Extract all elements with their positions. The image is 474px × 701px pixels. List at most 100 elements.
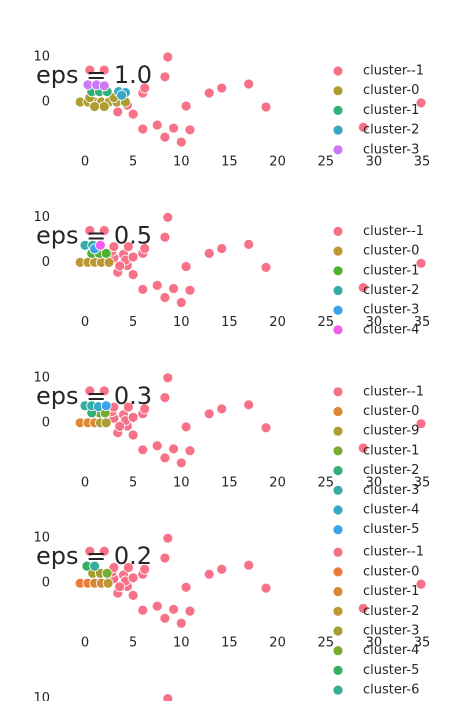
legend-marker bbox=[332, 124, 344, 136]
legend-label: cluster--1 bbox=[363, 224, 424, 239]
legend-label: cluster-3 bbox=[363, 483, 419, 498]
legend-label: cluster-4 bbox=[363, 503, 419, 518]
x-tick-label: 25 bbox=[317, 475, 334, 490]
x-tick-label: 20 bbox=[269, 315, 286, 330]
point bbox=[162, 211, 174, 223]
legend-marker bbox=[332, 386, 344, 398]
point bbox=[127, 251, 139, 263]
x-tick-label: 35 bbox=[414, 636, 431, 651]
legend-marker bbox=[332, 265, 344, 277]
point bbox=[357, 121, 369, 133]
point bbox=[127, 429, 139, 441]
point bbox=[260, 422, 272, 434]
point bbox=[243, 78, 255, 90]
legend-marker bbox=[332, 425, 344, 437]
x-tick-label: 25 bbox=[317, 155, 334, 170]
point bbox=[89, 560, 101, 572]
y-tick-label: 10 bbox=[33, 531, 50, 546]
legend-label: cluster-0 bbox=[363, 564, 419, 579]
x-tick-label: 20 bbox=[269, 475, 286, 490]
point bbox=[159, 612, 171, 624]
x-tick-label: 15 bbox=[221, 155, 238, 170]
x-tick-label: 0 bbox=[81, 636, 89, 651]
y-tick-label: 0 bbox=[42, 95, 50, 110]
point bbox=[415, 257, 427, 269]
legend-label: cluster-4 bbox=[363, 322, 419, 337]
legend-label: cluster-4 bbox=[363, 643, 419, 658]
x-tick-label: 20 bbox=[269, 155, 286, 170]
point bbox=[108, 241, 120, 253]
legend-marker bbox=[332, 304, 344, 316]
point bbox=[175, 617, 187, 629]
y-tick-label: 10 bbox=[33, 210, 50, 225]
point bbox=[114, 260, 126, 272]
point bbox=[162, 372, 174, 384]
point bbox=[357, 603, 369, 614]
point bbox=[175, 457, 187, 469]
legend-marker bbox=[332, 586, 344, 597]
legend-label: cluster-6 bbox=[363, 683, 419, 698]
point bbox=[203, 87, 215, 99]
point bbox=[162, 532, 174, 544]
point bbox=[122, 241, 134, 253]
point bbox=[159, 231, 171, 243]
legend-label: cluster-2 bbox=[363, 604, 419, 619]
legend-marker bbox=[332, 65, 344, 77]
point bbox=[162, 693, 174, 701]
x-tick-label: 10 bbox=[173, 155, 190, 170]
point bbox=[127, 589, 139, 601]
point bbox=[415, 578, 427, 590]
chart-title: eps = 0.5 bbox=[36, 221, 152, 249]
point bbox=[216, 82, 228, 94]
point bbox=[84, 64, 96, 76]
x-tick-label: 35 bbox=[414, 315, 431, 330]
point bbox=[127, 269, 139, 280]
chart-title: eps = 1.0 bbox=[36, 61, 152, 89]
point bbox=[98, 545, 110, 557]
legend-marker bbox=[332, 645, 344, 657]
point bbox=[95, 239, 106, 251]
x-tick-label: 30 bbox=[366, 155, 383, 170]
subplot: 10 bbox=[33, 691, 174, 701]
point bbox=[357, 282, 369, 294]
point bbox=[151, 279, 163, 291]
point bbox=[184, 284, 196, 296]
point bbox=[180, 100, 192, 112]
legend-marker bbox=[332, 665, 344, 676]
legend-label: cluster--1 bbox=[363, 545, 424, 560]
point bbox=[137, 444, 149, 456]
chart-title: eps = 0.2 bbox=[36, 542, 152, 570]
legend-label: cluster-2 bbox=[363, 283, 419, 298]
point bbox=[84, 545, 96, 557]
point bbox=[100, 400, 112, 412]
x-tick-label: 5 bbox=[129, 636, 137, 651]
subplot: 0 10 0 5 10 15 20 25 30 35 eps = 0.3 cluster--1 clus… bbox=[33, 370, 430, 537]
point bbox=[137, 604, 149, 616]
point bbox=[101, 567, 113, 579]
x-tick-label: 0 bbox=[81, 155, 89, 170]
point bbox=[151, 440, 163, 452]
point bbox=[98, 385, 110, 397]
subplot: 0 10 0 5 10 15 20 25 30 35 eps = 1.0 cluster--1 clus… bbox=[33, 50, 430, 170]
point bbox=[98, 101, 110, 112]
y-tick-label: 10 bbox=[33, 691, 50, 701]
point bbox=[415, 418, 427, 430]
point bbox=[260, 261, 272, 273]
y-tick-label: 10 bbox=[33, 50, 50, 65]
x-tick-label: 0 bbox=[81, 475, 89, 490]
y-tick-label: 0 bbox=[42, 255, 50, 270]
legend-label: cluster-2 bbox=[363, 123, 419, 138]
point bbox=[159, 292, 171, 303]
x-tick-label: 30 bbox=[366, 315, 383, 330]
point bbox=[139, 563, 151, 575]
point bbox=[139, 403, 151, 415]
point bbox=[162, 51, 174, 63]
point bbox=[159, 71, 171, 83]
point bbox=[114, 420, 126, 432]
legend-label: cluster-3 bbox=[363, 142, 419, 157]
legend-marker bbox=[332, 465, 344, 477]
point bbox=[168, 283, 179, 294]
point bbox=[216, 243, 228, 254]
legend-label: cluster-0 bbox=[363, 404, 419, 419]
point bbox=[184, 605, 196, 617]
